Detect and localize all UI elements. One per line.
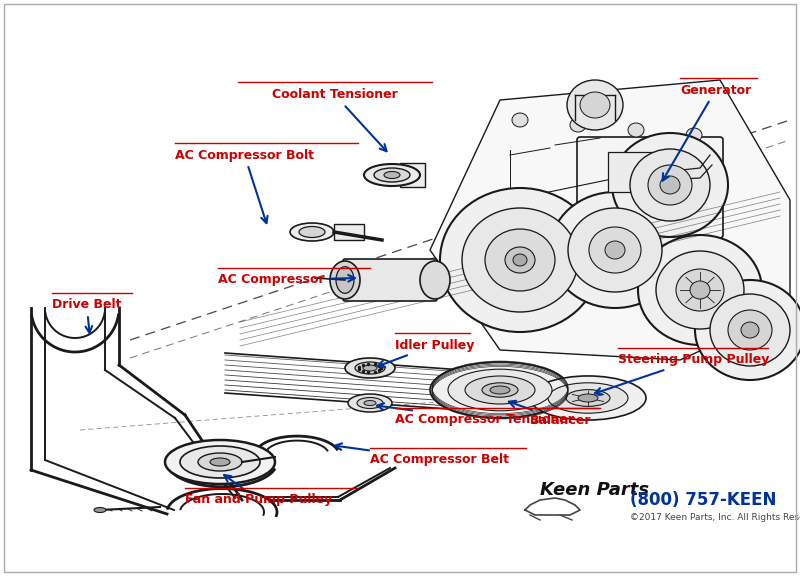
Ellipse shape	[462, 208, 578, 312]
Ellipse shape	[648, 165, 692, 205]
Text: Steering Pump Pulley: Steering Pump Pulley	[595, 354, 770, 395]
Ellipse shape	[440, 188, 600, 332]
FancyBboxPatch shape	[577, 137, 723, 238]
Text: Keen Parts: Keen Parts	[540, 481, 649, 499]
Ellipse shape	[690, 281, 710, 299]
FancyBboxPatch shape	[608, 152, 663, 192]
Ellipse shape	[741, 322, 759, 338]
Ellipse shape	[605, 241, 625, 259]
Ellipse shape	[505, 247, 535, 273]
Ellipse shape	[355, 362, 385, 374]
Text: Fan and Pump Pulley: Fan and Pump Pulley	[185, 475, 332, 506]
Text: ©2017 Keen Parts, Inc. All Rights Reserved: ©2017 Keen Parts, Inc. All Rights Reserv…	[630, 513, 800, 522]
Ellipse shape	[357, 397, 383, 408]
Ellipse shape	[336, 267, 354, 293]
Ellipse shape	[728, 310, 772, 350]
Text: AC Compressor Tensioner: AC Compressor Tensioner	[377, 403, 574, 426]
Ellipse shape	[180, 446, 260, 478]
Text: Idler Pulley: Idler Pulley	[378, 339, 474, 367]
Ellipse shape	[364, 400, 376, 406]
Ellipse shape	[566, 389, 610, 406]
Ellipse shape	[430, 362, 570, 418]
Ellipse shape	[348, 394, 392, 412]
Ellipse shape	[612, 133, 728, 237]
Ellipse shape	[345, 358, 395, 378]
Ellipse shape	[374, 168, 410, 182]
Ellipse shape	[676, 269, 724, 311]
Ellipse shape	[638, 235, 762, 345]
Ellipse shape	[420, 261, 450, 299]
Ellipse shape	[363, 365, 377, 371]
Ellipse shape	[568, 208, 662, 292]
Ellipse shape	[660, 176, 680, 194]
Polygon shape	[430, 80, 790, 360]
Ellipse shape	[656, 251, 744, 329]
Text: Drive Belt: Drive Belt	[52, 298, 122, 333]
Ellipse shape	[548, 383, 628, 413]
Ellipse shape	[165, 440, 275, 484]
Ellipse shape	[330, 261, 360, 299]
Text: AC Compressor Belt: AC Compressor Belt	[335, 444, 509, 467]
FancyBboxPatch shape	[400, 163, 425, 187]
Ellipse shape	[530, 376, 646, 420]
Ellipse shape	[513, 254, 527, 266]
Text: Coolant Tensioner: Coolant Tensioner	[272, 89, 398, 151]
Text: AC Compressor Bolt: AC Compressor Bolt	[175, 149, 314, 223]
Ellipse shape	[384, 172, 400, 179]
FancyBboxPatch shape	[343, 259, 437, 301]
Ellipse shape	[485, 229, 555, 291]
Ellipse shape	[686, 128, 702, 142]
Ellipse shape	[94, 507, 106, 513]
Ellipse shape	[695, 280, 800, 380]
Ellipse shape	[210, 458, 230, 466]
Ellipse shape	[570, 118, 586, 132]
Text: Generator: Generator	[662, 84, 751, 181]
Text: AC Compressor: AC Compressor	[218, 274, 355, 286]
Ellipse shape	[580, 92, 610, 118]
Ellipse shape	[512, 113, 528, 127]
Ellipse shape	[364, 164, 420, 186]
Text: Balancer: Balancer	[509, 401, 591, 426]
Ellipse shape	[628, 123, 644, 137]
Ellipse shape	[550, 192, 680, 308]
Ellipse shape	[198, 453, 242, 471]
Ellipse shape	[299, 226, 325, 237]
Ellipse shape	[290, 223, 334, 241]
Ellipse shape	[578, 394, 598, 402]
Text: (800) 757-KEEN: (800) 757-KEEN	[630, 491, 776, 509]
Ellipse shape	[567, 80, 623, 130]
Ellipse shape	[490, 386, 510, 394]
Ellipse shape	[465, 376, 535, 404]
Ellipse shape	[482, 383, 518, 397]
Ellipse shape	[710, 294, 790, 366]
Ellipse shape	[448, 369, 552, 411]
FancyBboxPatch shape	[334, 224, 364, 240]
Ellipse shape	[589, 227, 641, 273]
Ellipse shape	[630, 149, 710, 221]
